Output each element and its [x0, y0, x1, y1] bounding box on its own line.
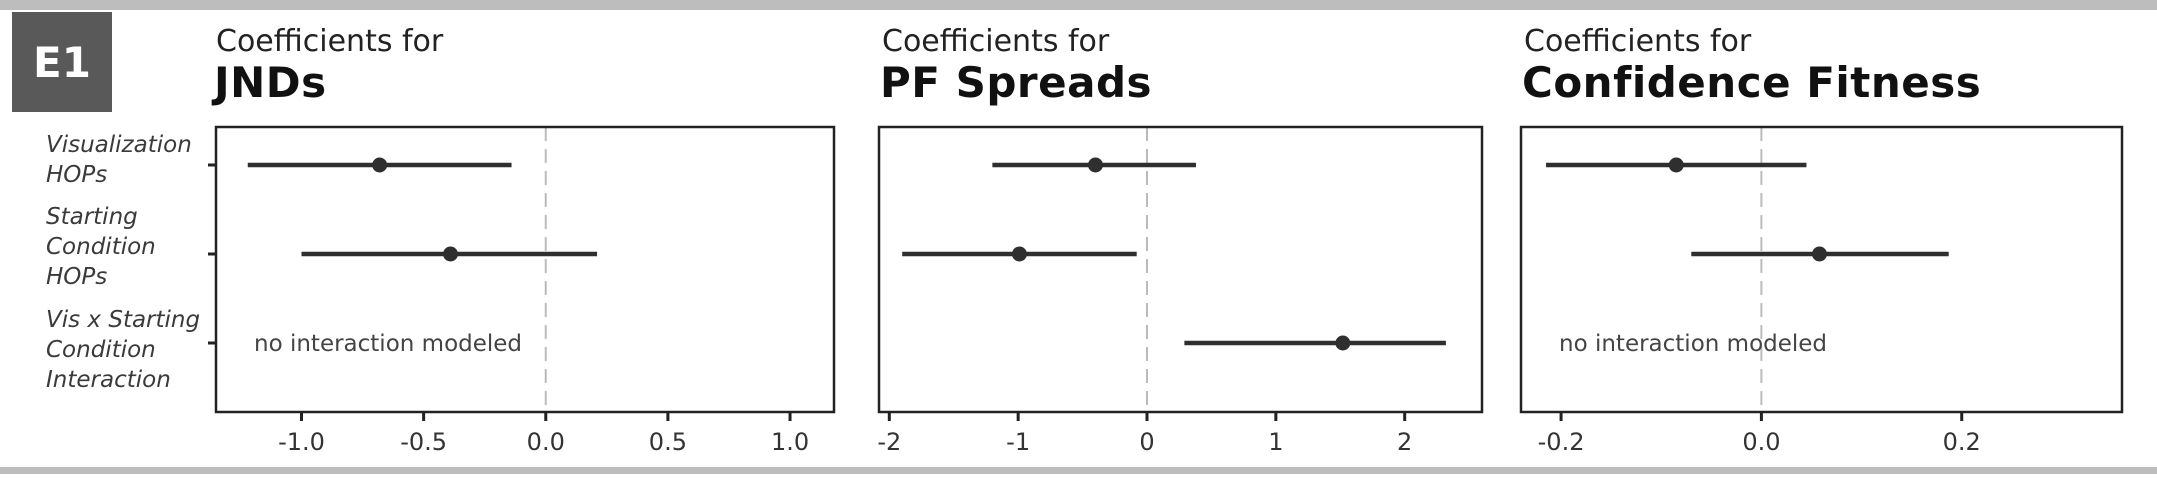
panel-subtitle-jnds: Coefficients for	[216, 24, 444, 59]
panel-title-pf-spreads: PF Spreads	[880, 58, 1153, 107]
row-label-line: Vis x Starting	[46, 307, 201, 333]
top-divider	[0, 0, 2157, 10]
point-estimate-jnds	[372, 157, 388, 173]
panel-frame-jnds	[214, 125, 836, 414]
bottom-divider	[0, 467, 2157, 474]
row-label-visualization: Visualization HOPs	[46, 130, 192, 190]
panel-frame-confidence-fitness	[1519, 125, 2124, 414]
x-tick-label: -1.0	[278, 428, 325, 456]
no-interaction-note-jnds: no interaction modeled	[254, 331, 522, 357]
row-label-starting-condition: Starting Condition HOPs	[46, 202, 156, 292]
x-tick-label: 1.0	[771, 428, 809, 456]
panel-frame-pf-spreads	[877, 125, 1484, 414]
x-tick-label: -0.5	[400, 428, 447, 456]
row-label-line: Condition	[46, 337, 156, 363]
x-tick-label: 0.0	[1742, 428, 1780, 456]
no-interaction-note-confidence-fitness: no interaction modeled	[1559, 331, 1827, 357]
x-tick-label: -1	[1006, 428, 1030, 456]
x-tick-label: 1	[1268, 428, 1283, 456]
x-tick-label: -0.2	[1538, 428, 1585, 456]
point-estimate-pf-spreads	[1011, 246, 1027, 262]
x-tick-label: -2	[877, 428, 901, 456]
point-estimate-confidence-fitness	[1668, 157, 1684, 173]
x-tick-label: 0.0	[527, 428, 565, 456]
point-estimate-confidence-fitness	[1811, 246, 1827, 262]
x-tick-label: 0	[1139, 428, 1154, 456]
x-tick-label: 0.5	[649, 428, 687, 456]
panel-subtitle-confidence-fitness: Coefficients for	[1524, 24, 1752, 59]
row-label-interaction: Vis x Starting Condition Interaction	[46, 305, 200, 395]
row-label-line: HOPs	[46, 162, 108, 188]
x-tick-label: 2	[1397, 428, 1412, 456]
point-estimate-pf-spreads	[1087, 157, 1103, 173]
row-label-line: Condition	[46, 234, 156, 260]
figure-label-badge: E1	[12, 12, 112, 112]
panel-title-jnds: JNDs	[214, 58, 327, 107]
row-label-line: Visualization	[46, 132, 192, 158]
x-tick-label: 0.2	[1943, 428, 1981, 456]
row-label-line: HOPs	[46, 264, 108, 290]
panel-title-confidence-fitness: Confidence Fitness	[1522, 58, 1982, 107]
point-estimate-pf-spreads	[1335, 335, 1351, 351]
panel-subtitle-pf-spreads: Coefficients for	[882, 24, 1110, 59]
row-label-line: Starting	[46, 204, 138, 230]
point-estimate-jnds	[442, 246, 458, 262]
row-label-line: Interaction	[46, 367, 171, 393]
